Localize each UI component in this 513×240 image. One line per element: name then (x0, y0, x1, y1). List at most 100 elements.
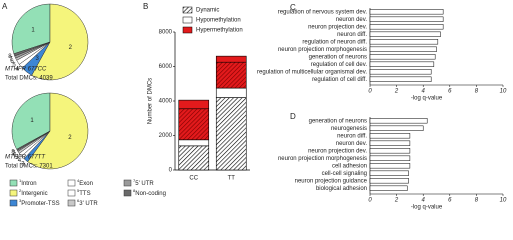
x-tick-label: 2 (394, 89, 399, 95)
x-tick-label: 8 (475, 89, 479, 95)
x-tick-label: 6 (448, 198, 452, 204)
category-label: regulation of multicellular organismal d… (257, 69, 367, 75)
bar (369, 178, 409, 184)
legend-swatch (67, 199, 76, 207)
bar-segment (178, 145, 210, 171)
x-tick-label: 0 (368, 198, 372, 204)
slice-label: 3 (36, 56, 40, 62)
legend-text: 3' UTR (79, 201, 98, 207)
bar-segment (178, 139, 210, 147)
category-label: neuron projection morphogenesis (278, 47, 367, 53)
legend-label: 5TTS (77, 188, 91, 197)
legend-label: 8Non-coding (133, 188, 166, 197)
legend-text: Non-coding (135, 191, 166, 197)
legend-number: 6 (77, 198, 80, 203)
panel-letter: B (143, 2, 148, 11)
category-label: neuron projection guidance (295, 178, 368, 184)
category-label: cell-cell signaling (322, 171, 367, 177)
pie-title: MTHFR 677CC (5, 67, 47, 73)
legend-swatch (67, 179, 76, 187)
category-label: neuron diff. (337, 133, 367, 139)
category-label: neuron projection morphogenesis (278, 156, 367, 162)
pie-subtitle: Total DMCs: 4039 (5, 76, 53, 82)
legend-number: 5 (77, 188, 80, 193)
legend-swatch (9, 189, 18, 197)
x-tick-label: 6 (448, 89, 452, 95)
category-label: neurogenesis (331, 126, 367, 132)
legend-text: 5' UTR (135, 181, 154, 187)
x-axis-label: -log q-value (411, 96, 443, 102)
y-tick-label: 0 (169, 168, 173, 174)
legend-label: 4Exon (77, 178, 93, 187)
bar (369, 16, 444, 22)
legend-swatch (123, 179, 132, 187)
bar (369, 9, 444, 15)
category-label: neuron projection dev. (308, 24, 367, 30)
x-axis-label: -log q-value (411, 205, 443, 211)
bar-segment (178, 99, 210, 110)
slice-label: 6 (13, 153, 17, 159)
bar-segment (178, 108, 210, 141)
y-tick-label: 6000 (159, 64, 173, 70)
y-axis-label: Number of DMCs (148, 78, 154, 124)
category-label: generation of neurons (309, 118, 367, 124)
x-tick-label: 4 (422, 89, 426, 95)
panel-letter: D (290, 112, 296, 121)
slice-label: 2 (68, 135, 72, 141)
category-label: neuron dev. (336, 17, 368, 23)
legend-label: 63' UTR (77, 198, 98, 207)
pie-slice (31, 3, 89, 81)
y-tick-label: 4000 (159, 99, 173, 105)
category-label: neuron projection dev. (308, 148, 367, 154)
slice-label: 4 (18, 158, 22, 164)
legend-label: Hypomethylation (196, 18, 241, 24)
bar (369, 39, 439, 45)
x-tick-label: 10 (500, 89, 507, 95)
bar (369, 118, 428, 124)
bar (369, 163, 411, 169)
bar (369, 76, 432, 82)
x-tick-label: CC (189, 176, 198, 182)
pie-slice (11, 3, 51, 55)
pie-slice (13, 41, 51, 57)
slice-label: 8 (8, 54, 12, 60)
bar (369, 31, 441, 37)
pie-slice (27, 92, 89, 170)
bar (369, 170, 409, 176)
slice-label: 2 (69, 45, 73, 51)
bar (369, 61, 435, 67)
slice-label: 5 (12, 62, 16, 68)
legend-swatch (67, 189, 76, 197)
legend-swatch (123, 189, 132, 197)
bar (369, 54, 436, 60)
category-label: neuron diff. (337, 32, 367, 38)
legend-text: TTS (79, 191, 90, 197)
slice-label: 8 (11, 150, 15, 156)
pie-slice (16, 130, 51, 151)
bar-segment (215, 61, 247, 89)
legend-label: Dynamic (196, 8, 219, 14)
legend-number: 2 (19, 188, 22, 193)
bar-segment (215, 97, 247, 171)
y-tick-label: 2000 (159, 133, 173, 139)
panel-letter: A (2, 2, 8, 11)
x-tick-label: 8 (475, 198, 479, 204)
x-tick-label: 10 (500, 198, 507, 204)
bar (369, 69, 432, 75)
pie-slice (11, 92, 51, 150)
legend-swatch (9, 179, 18, 187)
legend-swatch (9, 199, 18, 207)
legend-number: 1 (19, 178, 22, 183)
slice-label: 1 (31, 27, 35, 33)
bar (369, 185, 408, 191)
category-label: biological adhesion (316, 186, 367, 192)
legend-number: 3 (19, 198, 22, 203)
bar (369, 46, 437, 52)
category-label: regulation of neuron diff. (302, 39, 367, 45)
legend-number: 7 (133, 178, 136, 183)
slice-label: 7 (12, 151, 16, 157)
legend-swatch (182, 16, 193, 24)
x-tick-label: TT (228, 176, 236, 182)
slice-label: 6 (10, 59, 14, 65)
